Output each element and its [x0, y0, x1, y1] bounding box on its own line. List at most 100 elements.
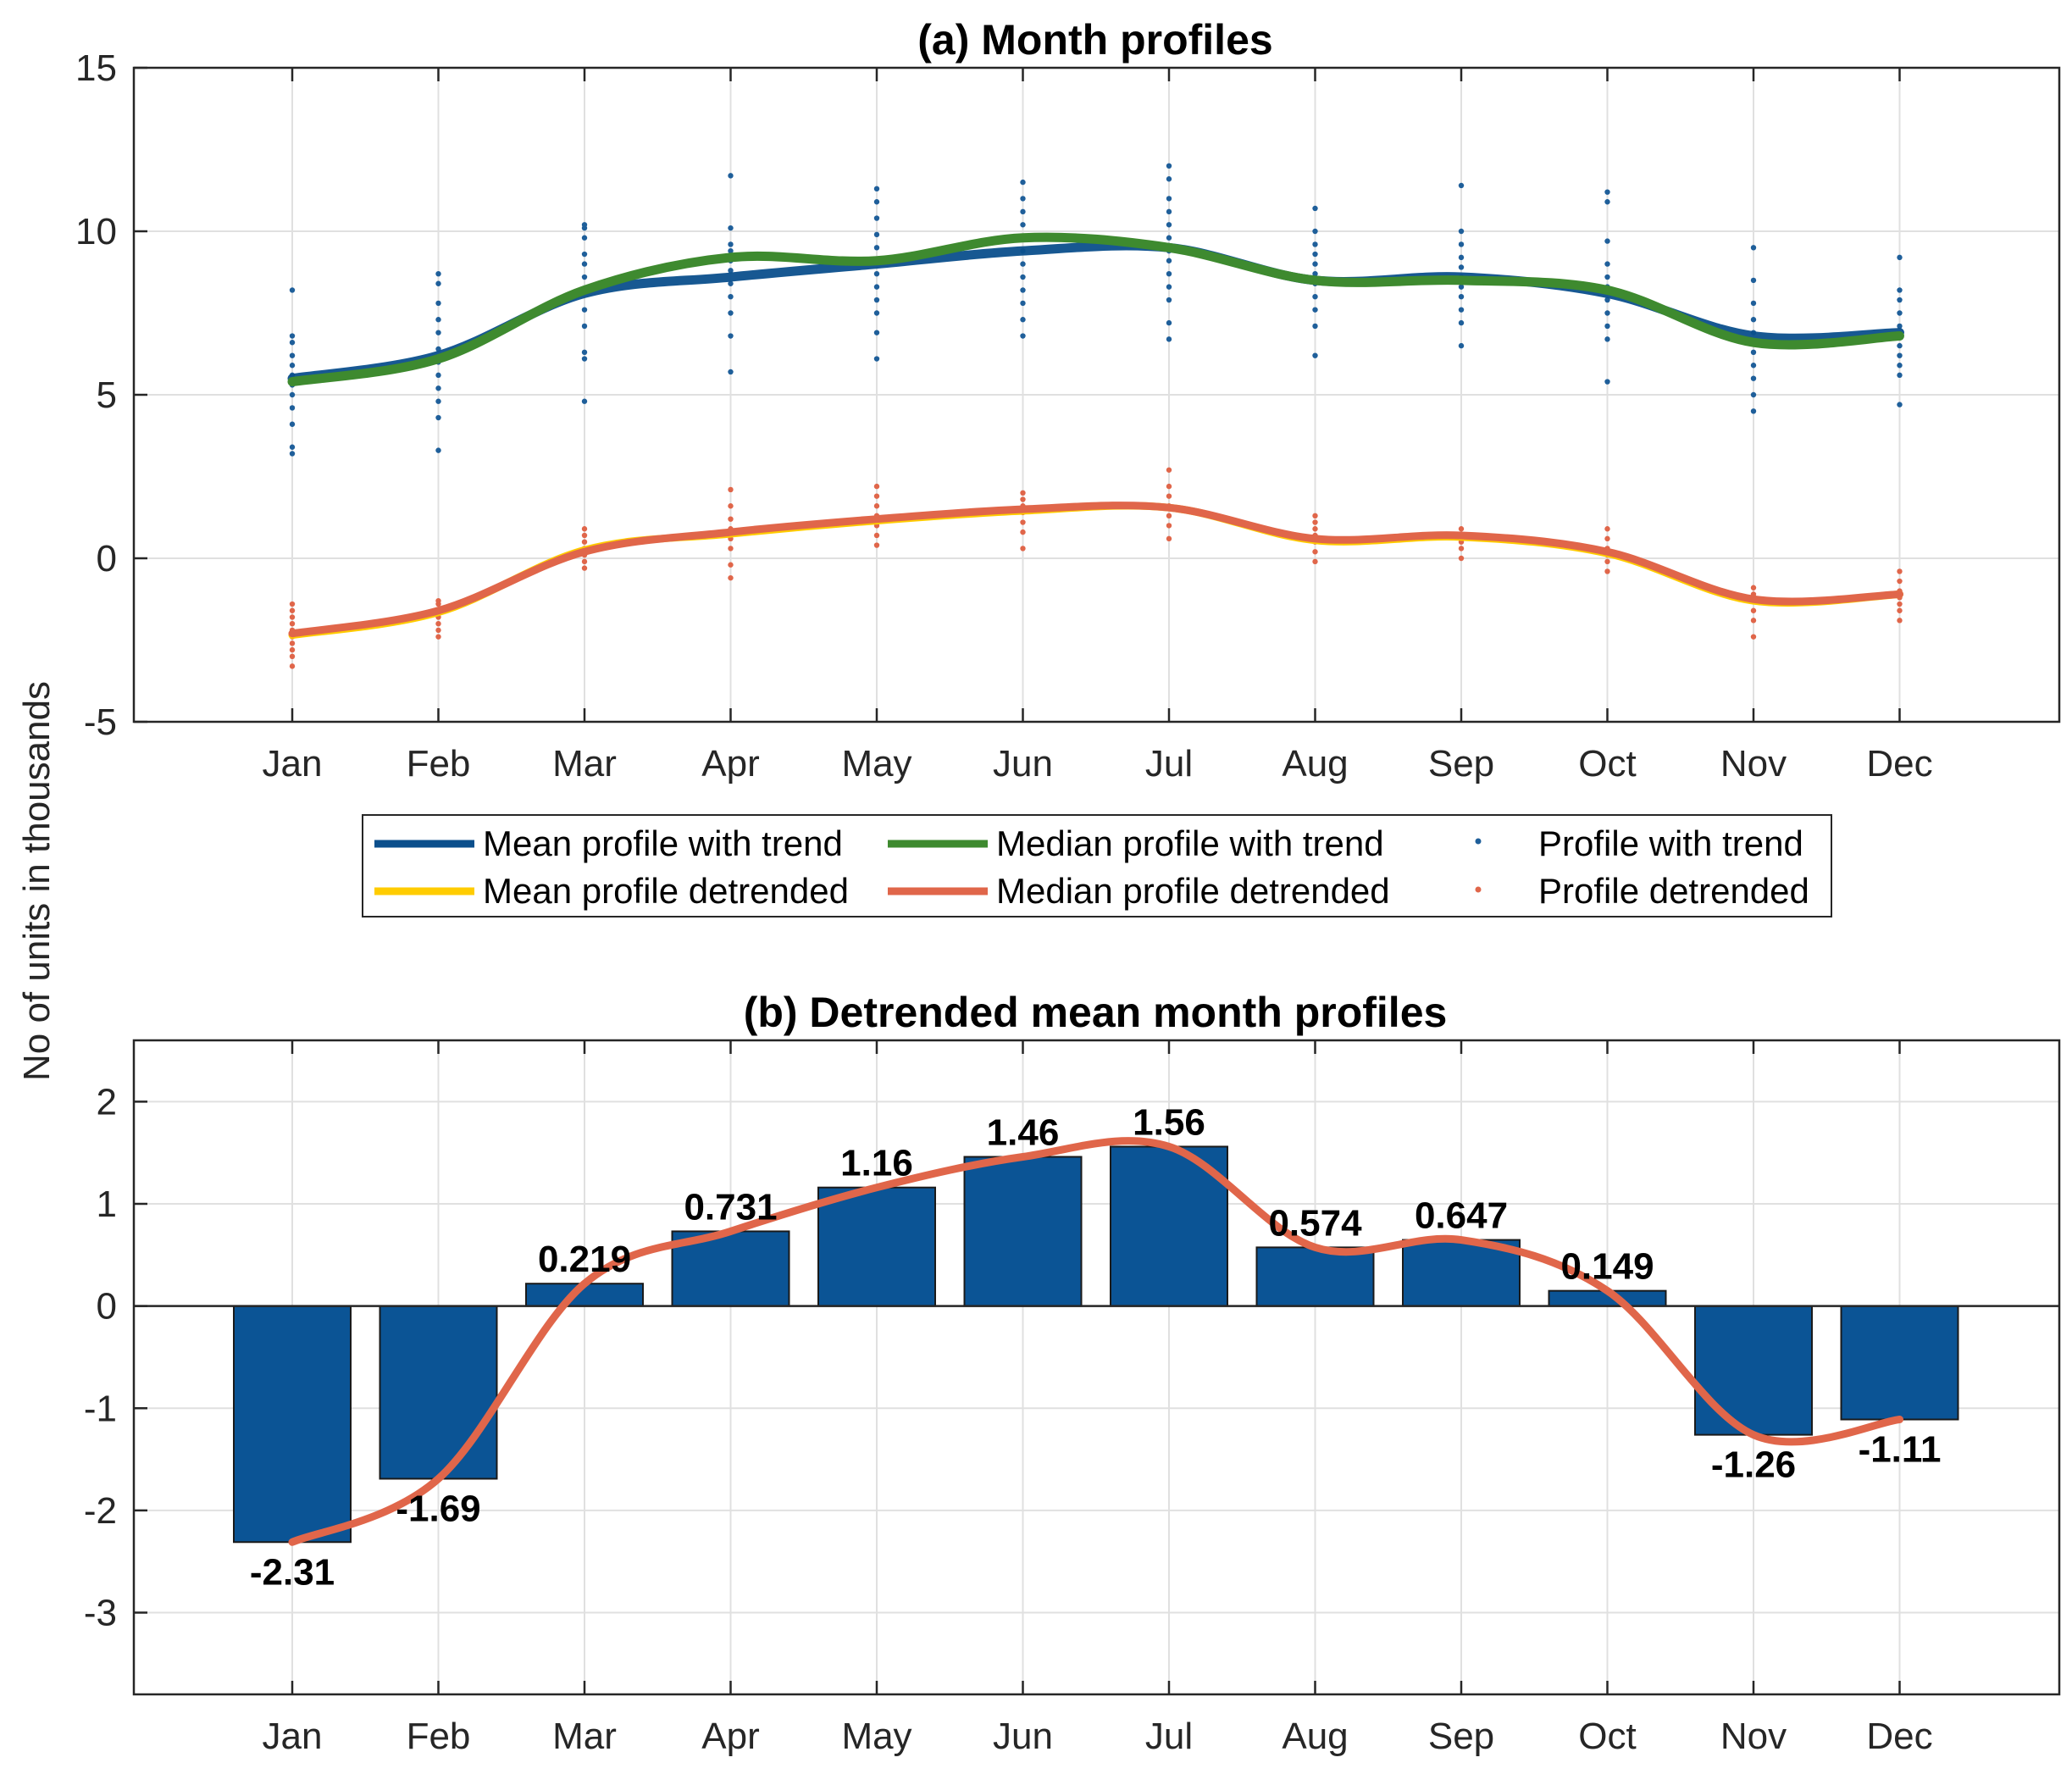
dot-trend-may-4 — [873, 284, 880, 290]
dot-trend-dec-0 — [1897, 402, 1903, 407]
panel-b-xtick-label-jun: Jun — [993, 1716, 1053, 1757]
dot-trend-jul-12 — [1166, 163, 1172, 169]
dot-detrended-jul-5 — [1166, 483, 1172, 490]
dot-detrended-jan-6 — [289, 621, 296, 627]
dot-detrended-may-4 — [873, 503, 880, 509]
dot-trend-dec-6 — [1897, 323, 1903, 330]
legend-swatch-profile-detrended — [1475, 886, 1482, 893]
panel-b-xtick-label-apr: Apr — [701, 1716, 759, 1757]
dot-detrended-jan-7 — [289, 614, 296, 620]
panel-b-axes-box — [132, 1039, 2061, 1696]
dot-detrended-dec-1 — [1897, 607, 1903, 613]
panel-b-title: (b) Detrended mean month profiles — [744, 989, 1448, 1036]
panel-a-scatter — [289, 163, 1903, 669]
panel-b-xtick-label-may: May — [841, 1716, 911, 1757]
dot-trend-mar-9 — [581, 235, 588, 241]
dot-trend-aug-7 — [1312, 251, 1318, 258]
dot-trend-jun-1 — [1020, 317, 1026, 323]
bar-label-oct: 0.149 — [1560, 1246, 1654, 1288]
dot-detrended-dec-0 — [1897, 618, 1903, 624]
legend-box — [362, 814, 1832, 917]
dot-trend-jan-11 — [289, 287, 296, 293]
dot-trend-mar-4 — [581, 307, 588, 313]
dot-trend-jul-0 — [1166, 336, 1172, 342]
panel-a-xtick-label-jul: Jul — [1145, 743, 1193, 784]
panel-a-title: (a) Month profiles — [917, 16, 1272, 64]
legend: Mean profile with trend Median profile w… — [362, 814, 1832, 917]
dot-trend-jul-10 — [1166, 196, 1172, 202]
legend-label-median-trend: Median profile with trend — [996, 823, 1384, 863]
dot-trend-sep-4 — [1458, 284, 1465, 290]
panel-a-ytick-label-4: -5 — [84, 701, 117, 743]
bar-dec — [1840, 1305, 1959, 1421]
dot-trend-jul-2 — [1166, 297, 1172, 303]
dot-detrended-jul-4 — [1166, 493, 1172, 499]
dot-trend-jul-8 — [1166, 222, 1172, 228]
dot-trend-nov-3 — [1750, 363, 1757, 369]
bar-label-may: 1.16 — [840, 1143, 913, 1184]
dot-detrended-dec-6 — [1897, 568, 1903, 574]
dot-detrended-oct-1 — [1604, 558, 1610, 565]
series-line-median-profile-with-trend — [287, 232, 1904, 387]
dot-trend-feb-4 — [435, 372, 441, 379]
dot-detrended-oct-4 — [1604, 535, 1610, 542]
bar-feb — [379, 1305, 498, 1480]
panel-b-ytick-label-5: -3 — [84, 1593, 117, 1634]
dot-trend-may-1 — [873, 330, 880, 335]
dot-detrended-may-1 — [873, 532, 880, 539]
dot-detrended-may-5 — [873, 493, 880, 499]
dot-detrended-aug-0 — [1312, 558, 1318, 565]
dot-detrended-jul-6 — [1166, 467, 1172, 473]
dot-trend-oct-2 — [1604, 323, 1610, 330]
dot-trend-aug-0 — [1312, 352, 1318, 358]
dot-trend-jul-5 — [1166, 258, 1172, 263]
dot-detrended-feb-0 — [435, 634, 441, 640]
dot-detrended-oct-0 — [1604, 568, 1610, 574]
bar-label-sep: 0.647 — [1415, 1195, 1508, 1237]
panel-b-ytick-label-1: 1 — [97, 1184, 117, 1225]
dot-trend-jan-8 — [289, 352, 296, 358]
bar-nov — [1694, 1305, 1813, 1436]
panel-b-xtick-label-nov: Nov — [1720, 1716, 1787, 1757]
dot-trend-mar-6 — [581, 274, 588, 280]
dot-trend-nov-10 — [1750, 245, 1757, 251]
panel-b-xtick-label-aug: Aug — [1282, 1716, 1348, 1757]
bar-label-apr: 0.731 — [684, 1186, 777, 1228]
legend-swatch-profile-trend — [1475, 838, 1482, 845]
dot-detrended-jun-5 — [1020, 496, 1026, 502]
legend-label-mean-detrended: Mean profile detrended — [483, 871, 849, 911]
dot-detrended-sep-4 — [1458, 526, 1465, 532]
dot-trend-aug-5 — [1312, 270, 1318, 277]
legend-entry-profile-trend: Profile with trend — [1475, 823, 1803, 863]
panel-a-lines — [287, 232, 1904, 640]
dot-trend-feb-9 — [435, 300, 441, 307]
bar-label-aug: 0.574 — [1268, 1202, 1362, 1244]
bar-label-nov: -1.26 — [1711, 1444, 1796, 1486]
dot-trend-apr-3 — [728, 294, 734, 300]
panel-b-xtick-label-oct: Oct — [1578, 1716, 1636, 1757]
dot-detrended-sep-0 — [1458, 555, 1465, 562]
panel-b-xtick-label-sep: Sep — [1428, 1716, 1494, 1757]
panel-a-xtick-label-sep: Sep — [1428, 743, 1494, 784]
dot-detrended-apr-0 — [728, 574, 734, 581]
legend-entry-median-trend: Median profile with trend — [888, 823, 1384, 863]
dot-detrended-mar-4 — [581, 539, 588, 545]
panel-a-ytick-label-0: 15 — [75, 47, 117, 89]
dot-trend-dec-9 — [1897, 287, 1903, 293]
dot-trend-oct-3 — [1604, 310, 1610, 316]
dot-trend-sep-8 — [1458, 241, 1465, 247]
dot-trend-apr-5 — [728, 268, 734, 274]
dot-trend-apr-2 — [728, 310, 734, 316]
dot-trend-nov-9 — [1750, 277, 1757, 284]
dot-trend-sep-1 — [1458, 319, 1465, 326]
dot-detrended-apr-6 — [728, 503, 734, 509]
panel-a-xtick-label-may: May — [841, 743, 911, 784]
dot-trend-apr-4 — [728, 280, 734, 286]
dot-trend-feb-7 — [435, 330, 441, 335]
bar-aug — [1255, 1246, 1375, 1307]
dot-trend-may-5 — [873, 270, 880, 277]
dot-trend-dec-7 — [1897, 310, 1903, 316]
panel-a-xtick-label-apr: Apr — [701, 743, 759, 784]
dot-trend-dec-8 — [1897, 297, 1903, 303]
